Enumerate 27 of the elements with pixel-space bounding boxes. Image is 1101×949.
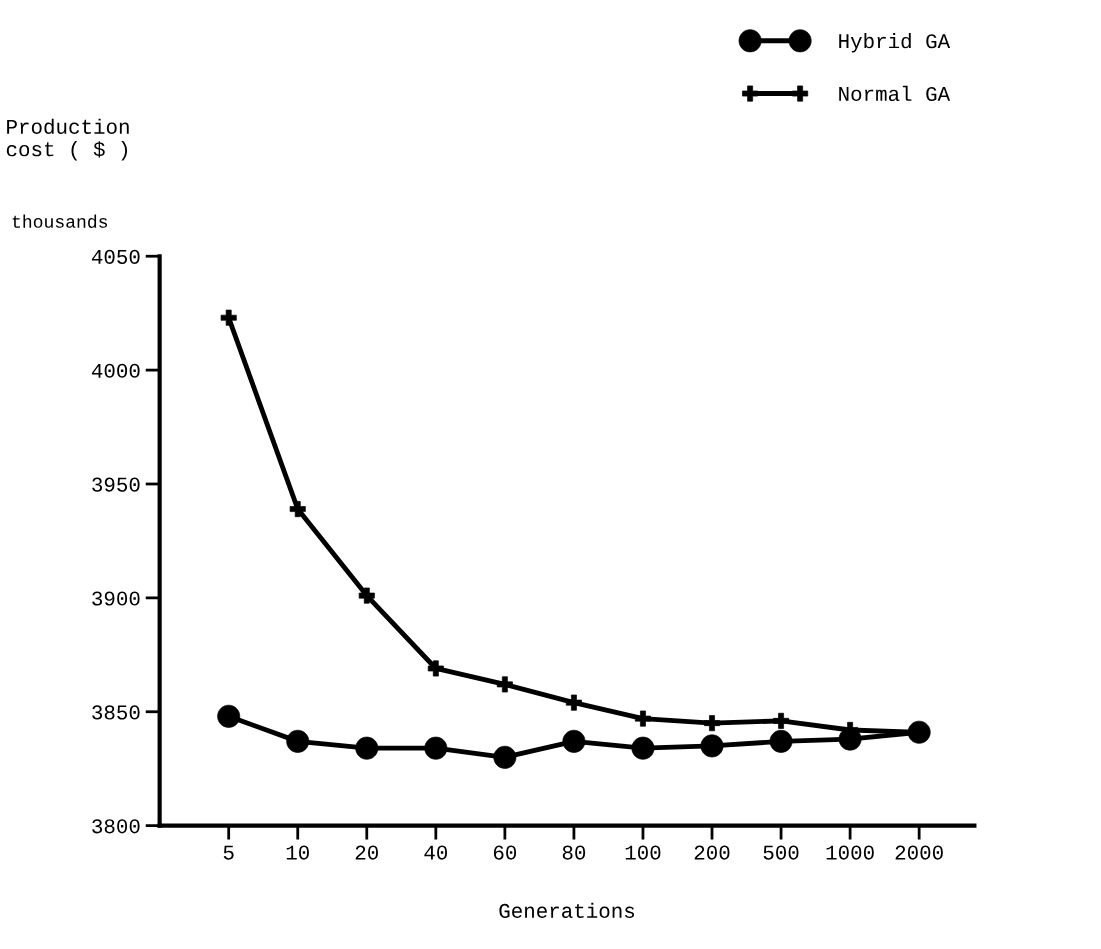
x-tick-label: 60 xyxy=(493,845,517,860)
y-tick-label: 4050 xyxy=(91,249,140,264)
x-axis-title: Generations xyxy=(499,902,635,918)
y-axis-title: Production cost ( $ ) xyxy=(6,118,129,161)
point xyxy=(907,720,931,744)
y-tick-label: 3900 xyxy=(92,591,140,606)
y-tick-label: 4000 xyxy=(91,363,140,378)
point xyxy=(424,736,448,760)
text: thousands xyxy=(12,214,108,228)
x-tick-label: 500 xyxy=(763,845,799,860)
x-tick-label: 80 xyxy=(562,845,586,860)
x-tick-label: 10 xyxy=(286,845,309,860)
legend-label: Hybrid GA xyxy=(839,32,951,53)
x-tick-label: 1000 xyxy=(826,845,874,860)
y-tick-label: 3800 xyxy=(92,819,140,834)
x-tick-label: 20 xyxy=(355,845,378,860)
x-tick-label: 5 xyxy=(223,845,234,860)
x-tick-label: 200 xyxy=(694,845,730,860)
point xyxy=(217,704,241,728)
x-tick-label: 100 xyxy=(625,845,661,860)
y-tick-label: 3850 xyxy=(92,705,140,720)
x-tick-label: 40 xyxy=(424,845,448,860)
y-tick-label: 3950 xyxy=(92,477,140,492)
point xyxy=(704,715,720,732)
legend-label: Normal GA xyxy=(839,85,951,102)
x-tick-label: 2000 xyxy=(895,845,943,860)
point xyxy=(634,710,651,727)
